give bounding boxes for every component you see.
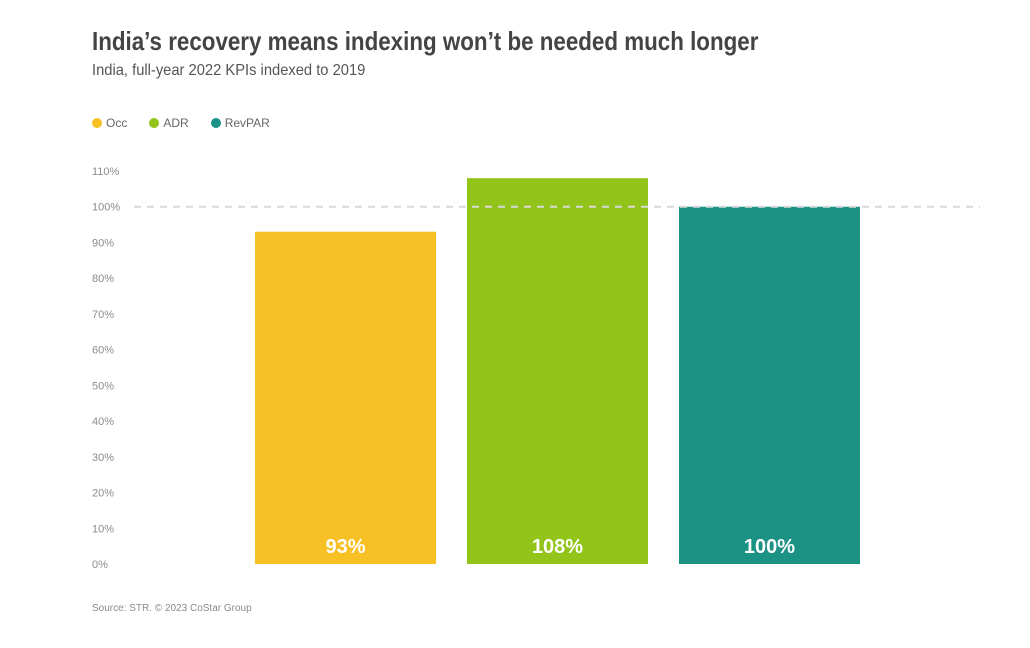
data-label-revpar: 100% [744, 536, 795, 558]
y-tick-label: 70% [92, 309, 114, 321]
y-tick-label: 60% [92, 345, 114, 357]
bar-revpar [679, 206, 860, 564]
bar-adr [467, 178, 648, 565]
source-note: Source: STR. © 2023 CoStar Group [92, 603, 252, 614]
y-tick-label: 40% [92, 416, 114, 428]
chart-title: India’s recovery means indexing won’t be… [92, 26, 759, 56]
y-tick-label: 10% [92, 523, 114, 535]
legend-item-adr: ADR [149, 116, 189, 130]
chart-subtitle: India, full-year 2022 KPIs indexed to 20… [92, 62, 366, 79]
legend-item-revpar: RevPAR [210, 116, 270, 130]
data-label-adr: 108% [532, 536, 583, 558]
y-tick-label: 20% [92, 488, 114, 500]
y-tick-label: 100% [92, 202, 120, 214]
y-tick-label: 110% [92, 166, 120, 178]
y-tick-label: 90% [92, 237, 114, 249]
y-tick-label: 80% [92, 273, 114, 285]
y-tick-label: 50% [92, 380, 114, 392]
y-tick-label: 30% [92, 452, 114, 464]
bar-occ [255, 231, 436, 564]
chart-legend: Occ ADR RevPAR [92, 116, 292, 130]
legend-label-adr: ADR [163, 116, 189, 130]
legend-swatch-occ [92, 118, 102, 128]
legend-label-revpar: RevPAR [224, 116, 270, 130]
legend-label-occ: Occ [106, 116, 128, 130]
legend-swatch-revpar [210, 118, 221, 128]
y-tick-label: 0% [92, 559, 108, 571]
data-label-occ: 93% [325, 536, 365, 558]
legend-swatch-adr [149, 118, 160, 128]
legend-item-occ: Occ [92, 116, 127, 130]
